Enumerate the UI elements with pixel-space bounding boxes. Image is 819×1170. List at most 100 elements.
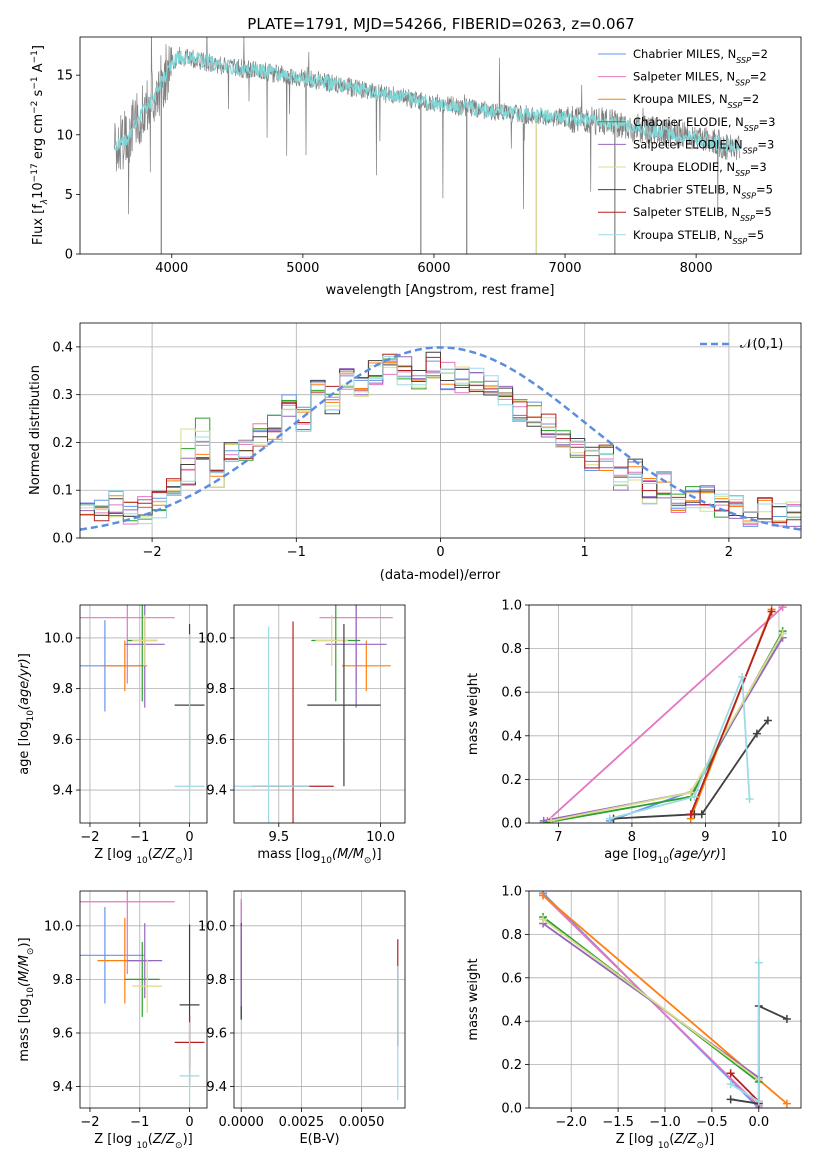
model-spectrum-line	[113, 50, 740, 153]
legend-entry: Salpeter MILES, NSSP=2	[633, 70, 767, 88]
x-tick-label: 8000	[680, 261, 713, 276]
mass-weight-line	[730, 962, 760, 1104]
y-tick-label: 0.6	[501, 971, 522, 986]
y-tick-label: 9.6	[52, 733, 73, 748]
axes-frame	[233, 890, 406, 1109]
x-tick-label: 10.0	[366, 830, 395, 845]
y-tick-label: 0.2	[501, 773, 522, 788]
observed-spectrum-line	[113, 37, 740, 215]
x-tick-label: 9	[701, 830, 709, 845]
age-vs-metallicity-panel: −2 −1 0 9.4 9.6 9.8 10.0 Z [log 10(Z/Z⊙)] age [l…	[17, 604, 208, 866]
x-tick-label: 0.0	[748, 1115, 769, 1130]
data-point-marker	[752, 729, 761, 738]
legend-entry: Chabrier STELIB, NSSP=5	[633, 183, 773, 201]
y-tick-label: 1.0	[501, 599, 522, 614]
axes-frame	[79, 36, 802, 255]
data-point-marker	[778, 629, 787, 638]
normal-legend-label: 𝒩(0,1)	[740, 337, 783, 352]
spectrum-title: PLATE=1791, MJD=54266, FIBERID=0263, z=0…	[247, 15, 634, 33]
y-tick-label: 9.8	[52, 973, 73, 988]
x-tick-label: −1.5	[602, 1115, 634, 1130]
data-point-marker	[767, 607, 776, 616]
x-tick-label: 0.0050	[339, 1115, 385, 1130]
y-tick-label: 10.0	[198, 631, 227, 646]
y-tick-label: 0.0	[52, 532, 73, 547]
data-point-marker	[782, 1015, 791, 1024]
histogram-series	[80, 353, 801, 524]
plot-area	[240, 899, 399, 1100]
legend-entry: Kroupa MILES, NSSP=2	[633, 92, 759, 110]
axes-frame	[528, 604, 802, 824]
mass-vs-metallicity-panel: −2 −1 0 9.4 9.6 9.8 10.0 Z [log 10(Z/Z⊙)] mass […	[17, 890, 208, 1151]
data-point-marker	[686, 810, 695, 819]
x-tick-label: 7	[554, 830, 562, 845]
axes-frame	[528, 890, 802, 1109]
data-point-marker	[782, 1099, 791, 1108]
x-tick-label: 5000	[286, 261, 319, 276]
y-tick-label: 9.8	[206, 682, 227, 697]
y-tick-label: 10.0	[44, 919, 73, 934]
x-axis-label: age [log10(age/yr)]	[604, 847, 726, 866]
x-tick-label: −1	[287, 545, 306, 560]
data-point-marker	[763, 716, 772, 725]
data-point-marker	[754, 958, 763, 967]
x-tick-label: −2.0	[555, 1115, 587, 1130]
spectrum-panel: 4000 5000 6000 7000 8000 0 5 10 15 Flux [fλ10−17 …	[30, 36, 802, 298]
y-tick-label: 0.2	[501, 1058, 522, 1073]
y-axis-label: mass weight	[466, 673, 481, 755]
data-point-marker	[686, 788, 695, 797]
mass-weight-line	[550, 632, 784, 822]
legend-entry: Kroupa ELODIE, NSSP=3	[633, 160, 767, 178]
x-tick-label: 4000	[155, 261, 188, 276]
residual-histogram-panel: −2 −1 0 1 2 0.0 0.1 0.2 0.3 0.4 𝒩(0,1) (data-model)…	[28, 322, 802, 583]
y-tick-label: 0	[65, 248, 73, 263]
data-point-marker	[754, 1097, 763, 1106]
y-axis-label: Normed distribution	[28, 365, 43, 495]
x-tick-label: 6000	[417, 261, 450, 276]
data-point-marker	[778, 605, 787, 612]
x-axis-label: wavelength [Angstrom, rest frame]	[326, 283, 555, 298]
y-tick-label: 9.8	[206, 973, 227, 988]
histogram-series	[80, 356, 801, 525]
data-point-marker	[745, 795, 754, 804]
y-axis-label: mass [log10(M/M⊙)]	[17, 937, 36, 1061]
x-tick-label: 2	[725, 545, 733, 560]
x-tick-label: 9.5	[268, 830, 289, 845]
y-tick-label: 9.4	[206, 784, 227, 799]
plot-area	[539, 605, 787, 823]
x-axis-label: Z [log 10(Z/Z⊙)]	[616, 1132, 715, 1151]
y-tick-label: 9.8	[52, 682, 73, 697]
age-vs-mass-panel: 9.5 10.0 9.4 9.6 9.8 10.0 mass [log10(M/M⊙)]	[198, 604, 406, 866]
data-point-marker	[547, 816, 556, 823]
x-tick-label: −1.0	[649, 1115, 681, 1130]
x-tick-label: −2	[143, 545, 162, 560]
y-tick-label: 0.2	[52, 436, 73, 451]
y-tick-label: 0.3	[52, 388, 73, 403]
mass-weight-line	[689, 611, 773, 815]
plot-area	[234, 605, 393, 823]
axes-frame	[79, 604, 208, 824]
data-point-marker	[726, 1080, 735, 1089]
y-tick-label: 9.4	[52, 784, 73, 799]
x-tick-label: 0	[185, 1115, 193, 1130]
x-tick-label: −0.5	[696, 1115, 728, 1130]
mass-weight-line	[546, 606, 784, 822]
mass-weight-line	[730, 1072, 760, 1103]
y-tick-label: 0.8	[501, 642, 522, 657]
mass-weight-line	[542, 918, 760, 1081]
x-tick-label: 0	[185, 830, 193, 845]
y-axis-label: mass weight	[466, 958, 481, 1040]
y-tick-label: 15	[56, 69, 73, 84]
x-axis-label: Z [log 10(Z/Z⊙)]	[94, 847, 193, 866]
data-point-marker	[697, 810, 706, 819]
plot-area	[539, 891, 791, 1108]
legend-entry: Chabrier ELODIE, NSSP=3	[633, 115, 775, 133]
mass-weight-line	[543, 630, 784, 823]
plot-area	[80, 891, 205, 1108]
plot-area	[113, 37, 740, 254]
mass-vs-extinction-panel: 0.0000 0.0025 0.0050 9.4 9.6 9.8 10.0 E(B-V)	[198, 890, 406, 1147]
legend-entry: Salpeter STELIB, NSSP=5	[633, 205, 772, 223]
x-tick-label: −2	[80, 830, 99, 845]
x-tick-label: −1	[130, 830, 149, 845]
